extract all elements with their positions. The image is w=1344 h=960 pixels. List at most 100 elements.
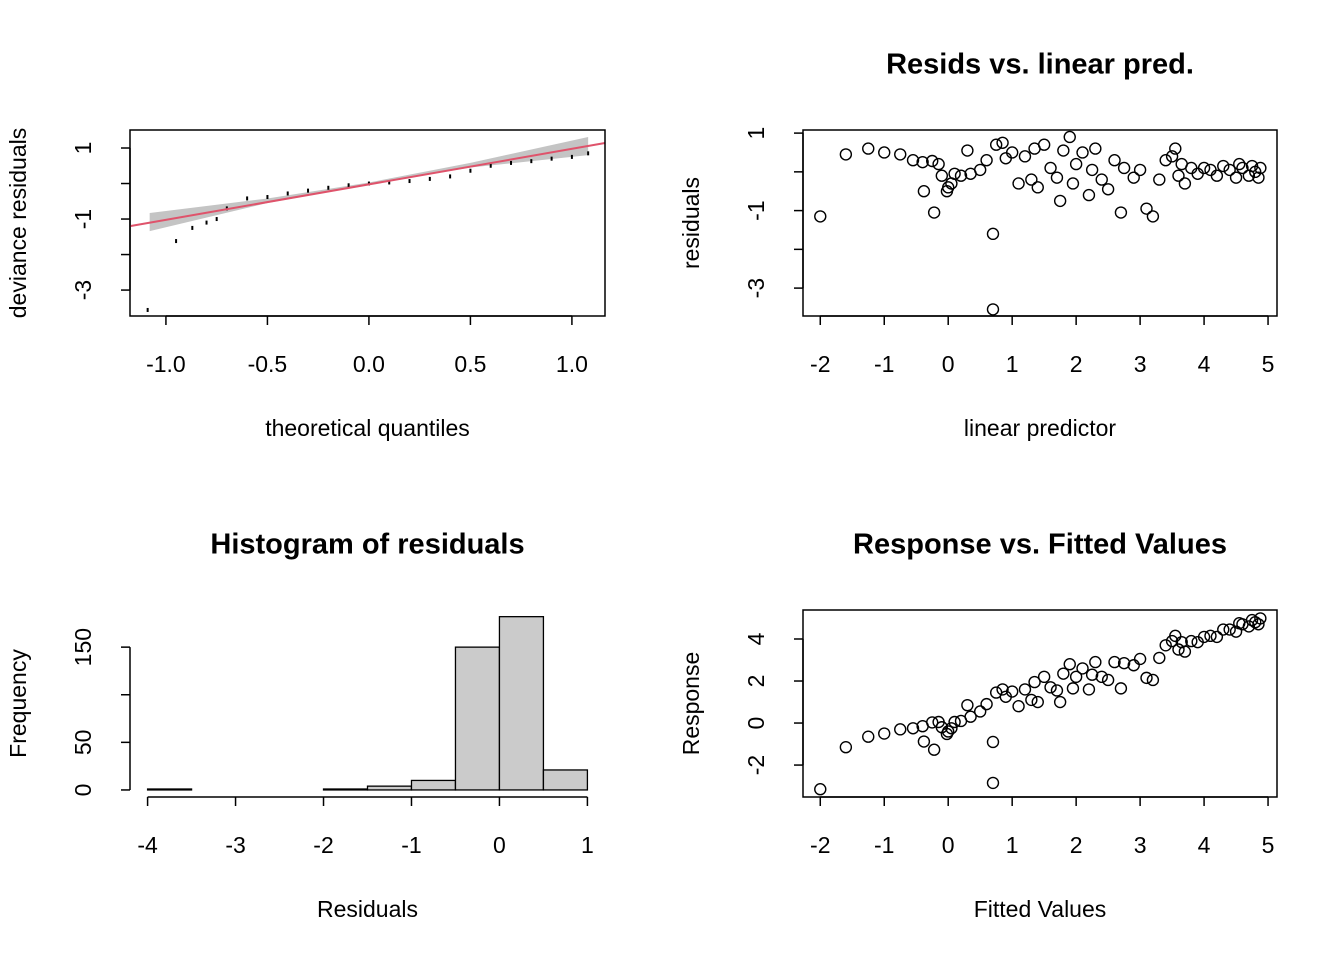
point	[1159, 154, 1172, 167]
point	[1245, 613, 1259, 627]
point	[1114, 206, 1128, 219]
point	[894, 723, 907, 736]
point	[1063, 658, 1076, 671]
point	[814, 783, 827, 796]
y-tick-label: -3	[70, 280, 96, 300]
qq-point	[530, 159, 533, 164]
point	[1069, 670, 1083, 684]
qq-point	[307, 188, 310, 193]
point	[1117, 161, 1131, 175]
point	[906, 722, 920, 735]
plot-frame	[129, 129, 606, 317]
point	[862, 730, 875, 743]
x-tick-label: -1	[401, 832, 421, 858]
x-tick-label: 0	[942, 351, 955, 377]
point	[1101, 183, 1115, 196]
point	[1223, 163, 1236, 177]
y-tick-label: 4	[743, 632, 769, 645]
point	[1169, 142, 1182, 155]
point	[1185, 161, 1198, 175]
point	[1108, 154, 1121, 167]
point	[1127, 659, 1140, 672]
x-tick-label: 0	[942, 832, 955, 858]
point	[945, 722, 958, 735]
point	[1063, 130, 1076, 144]
point	[986, 227, 1000, 241]
x-tick-label: -2	[810, 832, 830, 858]
qq-point	[327, 185, 330, 190]
point	[954, 169, 968, 182]
x-axis-label: Fitted Values	[974, 896, 1107, 922]
point	[1204, 163, 1217, 177]
point	[986, 735, 1000, 749]
point	[942, 181, 955, 194]
point	[1172, 643, 1185, 656]
point	[1254, 161, 1267, 175]
point	[878, 146, 891, 159]
point	[1245, 159, 1259, 173]
point	[1236, 161, 1249, 175]
point	[1217, 159, 1230, 173]
x-tick-label: 1	[581, 832, 594, 858]
x-tick-label: 1	[1006, 351, 1019, 377]
point	[1076, 662, 1089, 675]
point	[1127, 171, 1140, 184]
y-axis-label: deviance residuals	[5, 128, 31, 319]
y-tick-label: -1	[70, 209, 96, 229]
point	[1169, 629, 1182, 643]
qq-point	[428, 176, 431, 181]
x-tick-label: 3	[1134, 351, 1147, 377]
x-tick-label: 1	[1006, 832, 1019, 858]
x-tick-label: 2	[1070, 351, 1083, 377]
point	[1153, 173, 1166, 186]
point	[1057, 667, 1070, 680]
point	[973, 705, 987, 718]
point	[1066, 177, 1080, 190]
point	[1044, 681, 1057, 694]
x-tick-label: 2	[1070, 832, 1083, 858]
point	[1031, 695, 1044, 709]
point	[964, 710, 977, 723]
x-tick-label: 5	[1262, 351, 1275, 377]
point	[1242, 620, 1256, 633]
point	[1095, 173, 1108, 186]
qq-point	[469, 168, 472, 173]
qq-point	[205, 220, 208, 225]
point	[839, 148, 853, 161]
bar	[542, 769, 589, 791]
point	[1095, 670, 1108, 684]
panel-title: Resids vs. linear pred.	[886, 49, 1194, 81]
point	[1254, 612, 1267, 625]
point	[1172, 169, 1185, 182]
point	[1082, 188, 1096, 202]
y-tick-label: 0	[70, 784, 96, 797]
point	[1025, 173, 1038, 186]
point	[1028, 675, 1041, 689]
point	[1233, 157, 1246, 171]
point	[1252, 171, 1265, 184]
x-tick-label: -3	[225, 832, 245, 858]
x-tick-label: 0.5	[454, 351, 486, 377]
point	[1057, 144, 1070, 157]
x-tick-label: 4	[1198, 351, 1211, 377]
x-tick-label: 1.0	[556, 351, 588, 377]
point	[999, 152, 1012, 165]
x-tick-label: 0.0	[353, 351, 385, 377]
point	[961, 698, 974, 712]
point	[926, 716, 939, 729]
point	[980, 154, 993, 167]
point	[1217, 623, 1230, 636]
point	[1044, 161, 1057, 175]
point	[989, 138, 1003, 151]
point	[1133, 163, 1147, 177]
x-axis-label: Residuals	[317, 896, 418, 922]
reference-line	[129, 142, 606, 228]
qq-point	[191, 225, 194, 230]
point	[1066, 682, 1080, 695]
x-tick-label: -1	[874, 351, 894, 377]
panel-title: Histogram of residuals	[210, 529, 524, 561]
point	[917, 735, 931, 748]
x-tick-label: -2	[313, 832, 333, 858]
point	[1018, 683, 1032, 696]
